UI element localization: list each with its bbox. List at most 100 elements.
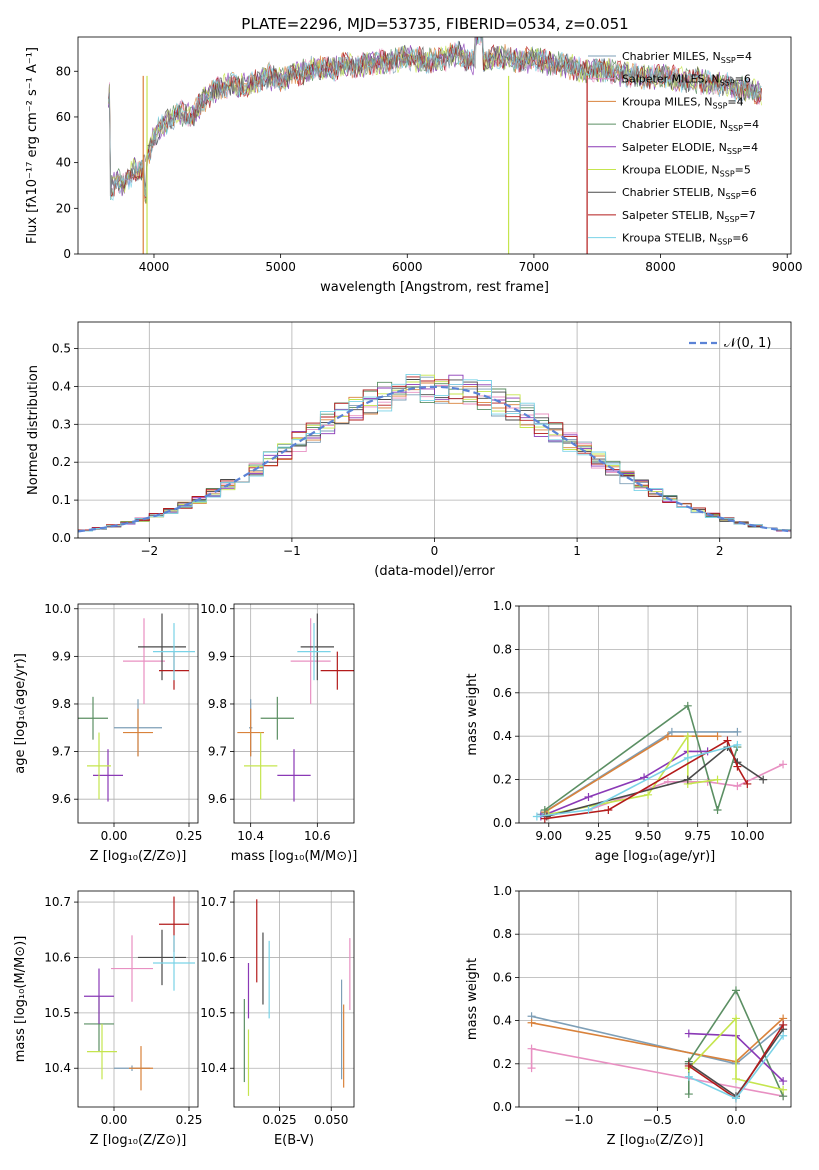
histogram-series: [78, 373, 791, 534]
weight-marker: [743, 779, 752, 788]
y-tick-label: 0.4: [493, 1014, 512, 1028]
weight-marker: [683, 732, 692, 741]
y-axis-label: mass [log₁₀(M/M⊙)]: [13, 936, 28, 1063]
y-tick-label: 10.5: [200, 1006, 227, 1020]
y-tick-label: 1.0: [493, 599, 512, 613]
x-axis-label: (data-model)/error: [374, 564, 495, 579]
x-tick-label: 2: [716, 544, 724, 558]
y-tick-label: 0.4: [52, 379, 71, 393]
y-tick-label: 0: [63, 247, 71, 261]
x-tick-label: −2: [140, 544, 158, 558]
legend-label: Kroupa MILES, NSSP=4: [622, 95, 744, 110]
weight-marker: [713, 805, 722, 814]
x-tick-label: −0.5: [643, 1113, 672, 1127]
y-tick-label: 10.6: [200, 950, 227, 964]
weight-marker: [779, 1031, 788, 1040]
x-tick-label: 9.25: [585, 829, 612, 843]
axes-frame: [77, 603, 199, 824]
axes-frame: [77, 321, 792, 539]
weight-marker: [779, 1085, 788, 1094]
y-tick-label: 20: [56, 201, 71, 215]
x-tick-label: 0: [431, 544, 439, 558]
weight-marker: [527, 1018, 536, 1027]
x-tick-label: −1: [283, 544, 301, 558]
y-tick-label: 10.4: [200, 1061, 227, 1075]
x-axis-label: Z [log₁₀(Z/Z⊙)]: [90, 849, 187, 864]
x-tick-label: 8000: [645, 260, 676, 274]
y-tick-label: 0.3: [52, 417, 71, 431]
y-tick-label: 1.0: [493, 884, 512, 898]
weight-marker: [759, 775, 768, 784]
weight-series-line: [688, 1016, 784, 1091]
weight-marker: [779, 1077, 788, 1086]
histogram-steps: [78, 373, 791, 534]
x-axis-label: Z [log₁₀(Z/Z⊙)]: [90, 1133, 187, 1148]
y-tick-label: 0.8: [493, 642, 512, 656]
legend-label: Chabrier ELODIE, NSSP=4: [622, 118, 759, 133]
weight-marker: [733, 762, 742, 771]
weight-marker: [684, 1061, 693, 1070]
x-tick-label: 0.050: [314, 1113, 348, 1127]
y-tick-label: 9.7: [208, 745, 227, 759]
axes-frame: [77, 36, 792, 255]
legend-label: Chabrier MILES, NSSP=4: [622, 50, 752, 65]
legend-label: Kroupa STELIB, NSSP=6: [622, 232, 748, 247]
x-tick-label: 10.00: [730, 829, 764, 843]
x-tick-label: 6000: [392, 260, 423, 274]
weight-marker: [684, 1090, 693, 1099]
y-tick-label: 9.6: [208, 792, 227, 806]
x-tick-label: 9.00: [535, 829, 562, 843]
weight-series-line: [540, 731, 738, 815]
x-axis-label: wavelength [Angstrom, rest frame]: [320, 280, 549, 295]
weight-marker: [540, 805, 549, 814]
weight-marker: [644, 790, 653, 799]
figure-title: PLATE=2296, MJD=53735, FIBERID=0534, z=0…: [241, 15, 628, 33]
y-tick-label: 10.4: [44, 1061, 71, 1075]
legend-label: Salpeter STELIB, NSSP=7: [622, 209, 756, 224]
y-tick-label: 10.0: [44, 602, 71, 616]
weight-marker: [667, 727, 676, 736]
x-tick-label: 9000: [772, 260, 803, 274]
y-tick-label: 80: [56, 64, 71, 78]
weight-marker: [733, 782, 742, 791]
weight-marker: [584, 792, 593, 801]
x-axis-label: mass [log₁₀(M/M⊙)]: [231, 849, 358, 864]
y-tick-label: 0.2: [493, 773, 512, 787]
weight-marker: [713, 775, 722, 784]
legend-label: Salpeter MILES, NSSP=6: [622, 73, 751, 88]
weight-series-line: [544, 704, 739, 813]
weight-marker: [584, 805, 593, 814]
y-axis-label: mass weight: [465, 958, 480, 1040]
y-tick-label: 9.6: [52, 792, 71, 806]
x-tick-label: 7000: [519, 260, 550, 274]
x-tick-label: 0.00: [101, 1113, 128, 1127]
weight-marker: [663, 732, 672, 741]
weight-marker: [532, 812, 541, 821]
weight-marker: [684, 1072, 693, 1081]
x-tick-label: 0.25: [176, 1113, 203, 1127]
y-tick-label: 0.8: [493, 927, 512, 941]
spectrum-series-line: [108, 37, 762, 201]
weight-marker: [723, 736, 732, 745]
weight-marker: [604, 805, 613, 814]
axes-frame: [233, 603, 355, 824]
y-tick-label: 0.2: [52, 455, 71, 469]
y-axis-label: Normed distribution: [26, 365, 41, 495]
x-tick-label: 0.00: [101, 829, 128, 843]
weight-marker: [731, 1014, 740, 1023]
normal-pdf-curve: [78, 385, 789, 533]
x-tick-label: 9.50: [635, 829, 662, 843]
weight-marker: [684, 1029, 693, 1038]
y-tick-label: 0.5: [52, 342, 71, 356]
x-tick-label: 10.4: [237, 829, 264, 843]
legend-label: 𝒩(0, 1): [724, 336, 771, 351]
x-tick-label: 0.25: [176, 829, 203, 843]
x-tick-label: 0.025: [262, 1113, 296, 1127]
x-tick-label: 0.0: [726, 1113, 745, 1127]
axes-frame: [77, 890, 199, 1108]
x-tick-label: 4000: [139, 260, 170, 274]
axes-frame: [518, 890, 792, 1108]
weight-marker: [527, 1044, 536, 1053]
y-axis-label: Flux [fλ10⁻¹⁷ erg cm⁻² s⁻¹ A⁻¹]: [25, 47, 40, 244]
y-tick-label: 0.0: [493, 1100, 512, 1114]
